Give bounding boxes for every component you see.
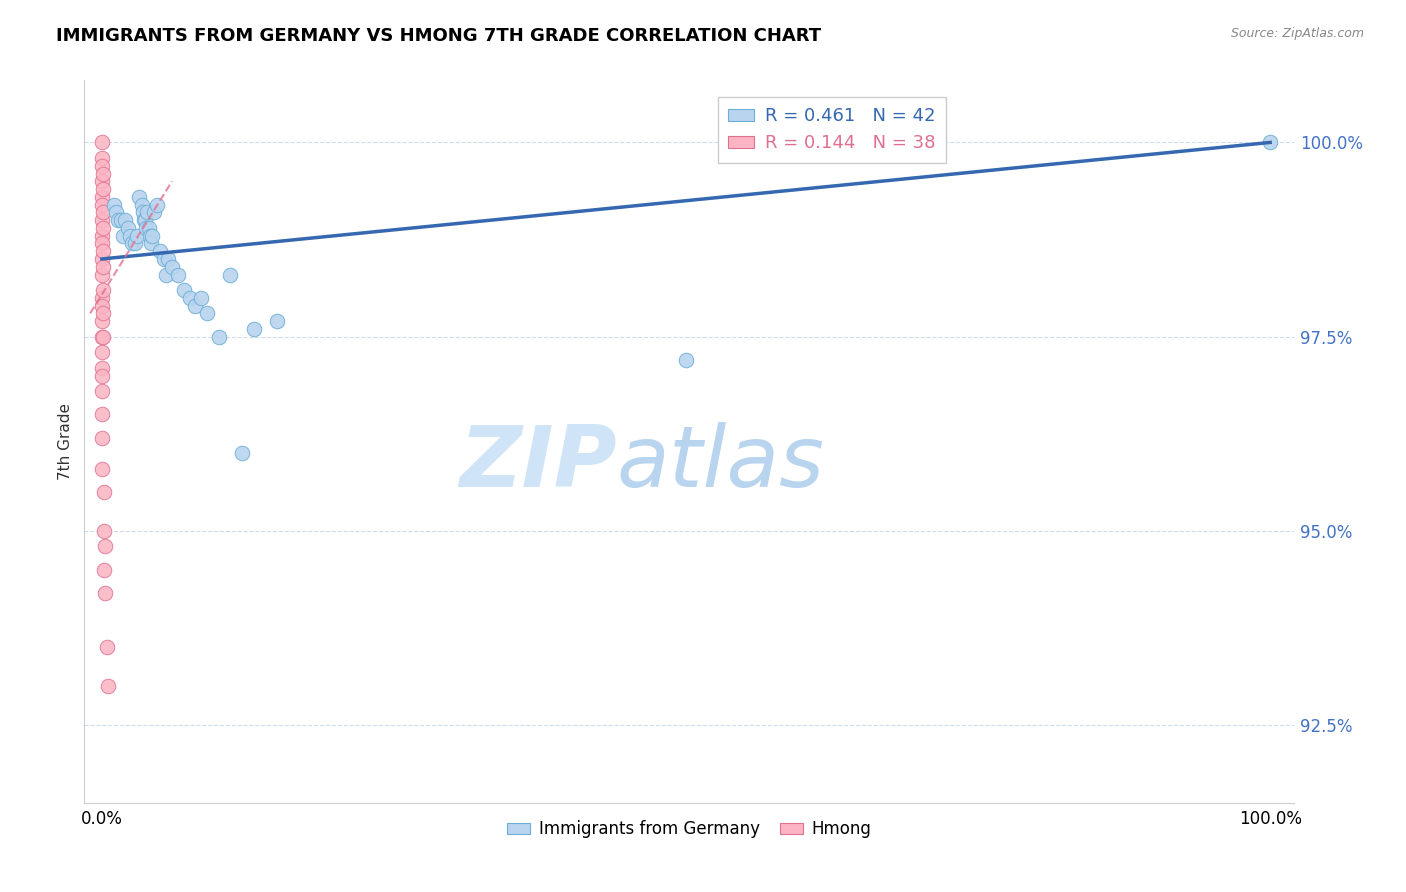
Point — [195, 306, 218, 320]
Point — [91, 252, 114, 266]
Text: ZIP: ZIP — [458, 422, 616, 505]
Text: IMMIGRANTS FROM GERMANY VS HMONG 7TH GRADE CORRELATION CHART: IMMIGRANTS FROM GERMANY VS HMONG 7TH GRA… — [56, 27, 821, 45]
Point — [107, 213, 129, 227]
Y-axis label: 7th Grade: 7th Grade — [58, 403, 73, 480]
Point — [91, 151, 114, 165]
Point — [139, 236, 162, 251]
Point — [91, 329, 114, 343]
Point — [173, 283, 195, 297]
Point — [91, 345, 114, 359]
Point — [91, 136, 114, 150]
Point — [91, 431, 114, 445]
Point — [231, 446, 253, 460]
Point — [134, 213, 156, 227]
Point — [91, 299, 114, 313]
Point — [91, 236, 114, 251]
Point — [91, 220, 114, 235]
Point — [160, 260, 183, 274]
Point — [138, 220, 160, 235]
Point — [93, 563, 115, 577]
Point — [91, 260, 114, 274]
Point — [94, 540, 117, 554]
Point — [104, 205, 127, 219]
Point — [132, 205, 155, 219]
Point — [91, 306, 114, 320]
Point — [155, 268, 177, 282]
Point — [179, 291, 201, 305]
Legend: Immigrants from Germany, Hmong: Immigrants from Germany, Hmong — [501, 814, 877, 845]
Point — [91, 197, 114, 211]
Point — [149, 244, 172, 259]
Point — [139, 228, 162, 243]
Point — [91, 360, 114, 375]
Point — [91, 384, 114, 398]
Point — [91, 213, 114, 227]
Point — [91, 314, 114, 328]
Point — [219, 268, 242, 282]
Point — [184, 299, 207, 313]
Point — [93, 485, 115, 500]
Point — [93, 524, 115, 538]
Point — [135, 220, 157, 235]
Point — [91, 205, 114, 219]
Point — [117, 220, 139, 235]
Point — [157, 252, 180, 266]
Point — [91, 268, 114, 282]
Point — [153, 252, 176, 266]
Point — [91, 167, 114, 181]
Point — [124, 236, 146, 251]
Point — [114, 213, 136, 227]
Point — [91, 329, 114, 343]
Point — [1258, 136, 1281, 150]
Point — [91, 283, 114, 297]
Point — [125, 228, 148, 243]
Point — [111, 228, 134, 243]
Point — [91, 291, 114, 305]
Text: Source: ZipAtlas.com: Source: ZipAtlas.com — [1230, 27, 1364, 40]
Point — [146, 197, 169, 211]
Point — [91, 228, 114, 243]
Point — [208, 329, 231, 343]
Point — [128, 190, 150, 204]
Text: atlas: atlas — [616, 422, 824, 505]
Point — [91, 244, 114, 259]
Point — [675, 353, 697, 368]
Point — [91, 408, 114, 422]
Point — [91, 190, 114, 204]
Point — [110, 213, 132, 227]
Point — [91, 159, 114, 173]
Point — [91, 461, 114, 475]
Point — [143, 205, 166, 219]
Point — [96, 640, 118, 655]
Point — [136, 205, 159, 219]
Point — [97, 679, 120, 693]
Point — [266, 314, 288, 328]
Point — [118, 228, 141, 243]
Point — [166, 268, 188, 282]
Point — [103, 197, 125, 211]
Point — [141, 228, 163, 243]
Point — [132, 213, 155, 227]
Point — [91, 368, 114, 383]
Point — [190, 291, 212, 305]
Point — [91, 182, 114, 196]
Point — [91, 174, 114, 188]
Point — [121, 236, 143, 251]
Point — [131, 197, 153, 211]
Point — [94, 586, 117, 600]
Point — [242, 322, 264, 336]
